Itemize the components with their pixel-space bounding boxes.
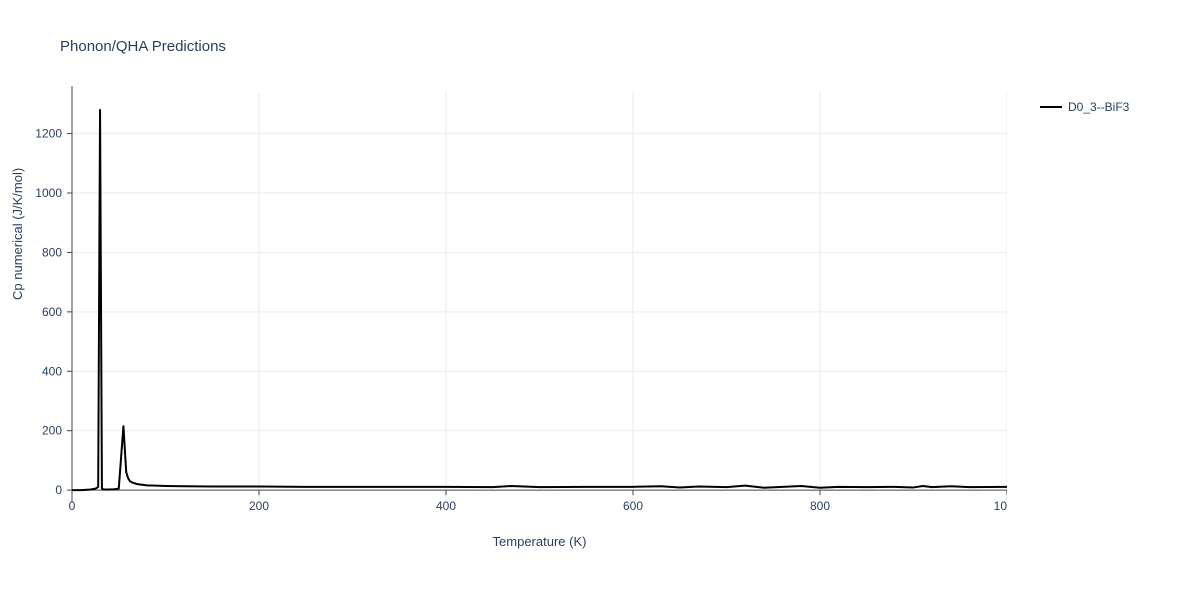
svg-text:800: 800 [810,499,830,513]
svg-text:400: 400 [42,364,62,378]
legend-swatch [1040,106,1062,108]
y-axis-label: Cp numerical (J/K/mol) [10,168,25,300]
x-axis-label: Temperature (K) [72,534,1007,549]
legend-label: D0_3--BiF3 [1068,100,1129,114]
svg-text:0: 0 [69,499,76,513]
svg-text:1000: 1000 [35,186,62,200]
chart-svg: 0 200 400 600 800 1000 0 200 400 600 800 1000 1200 [26,82,1007,532]
svg-text:600: 600 [42,305,62,319]
svg-text:800: 800 [42,245,62,259]
svg-text:600: 600 [623,499,643,513]
svg-text:1000: 1000 [994,499,1007,513]
svg-text:400: 400 [436,499,456,513]
svg-text:200: 200 [42,424,62,438]
svg-text:200: 200 [249,499,269,513]
chart-container: Phonon/QHA Predictions Cp numerical (J/K… [0,0,1200,600]
legend: D0_3--BiF3 [1040,100,1129,114]
svg-text:0: 0 [55,483,62,497]
plot-area: 02004006008001000020040060080010001200 [72,92,1007,502]
svg-text:1200: 1200 [35,127,62,141]
chart-title: Phonon/QHA Predictions [60,38,226,55]
